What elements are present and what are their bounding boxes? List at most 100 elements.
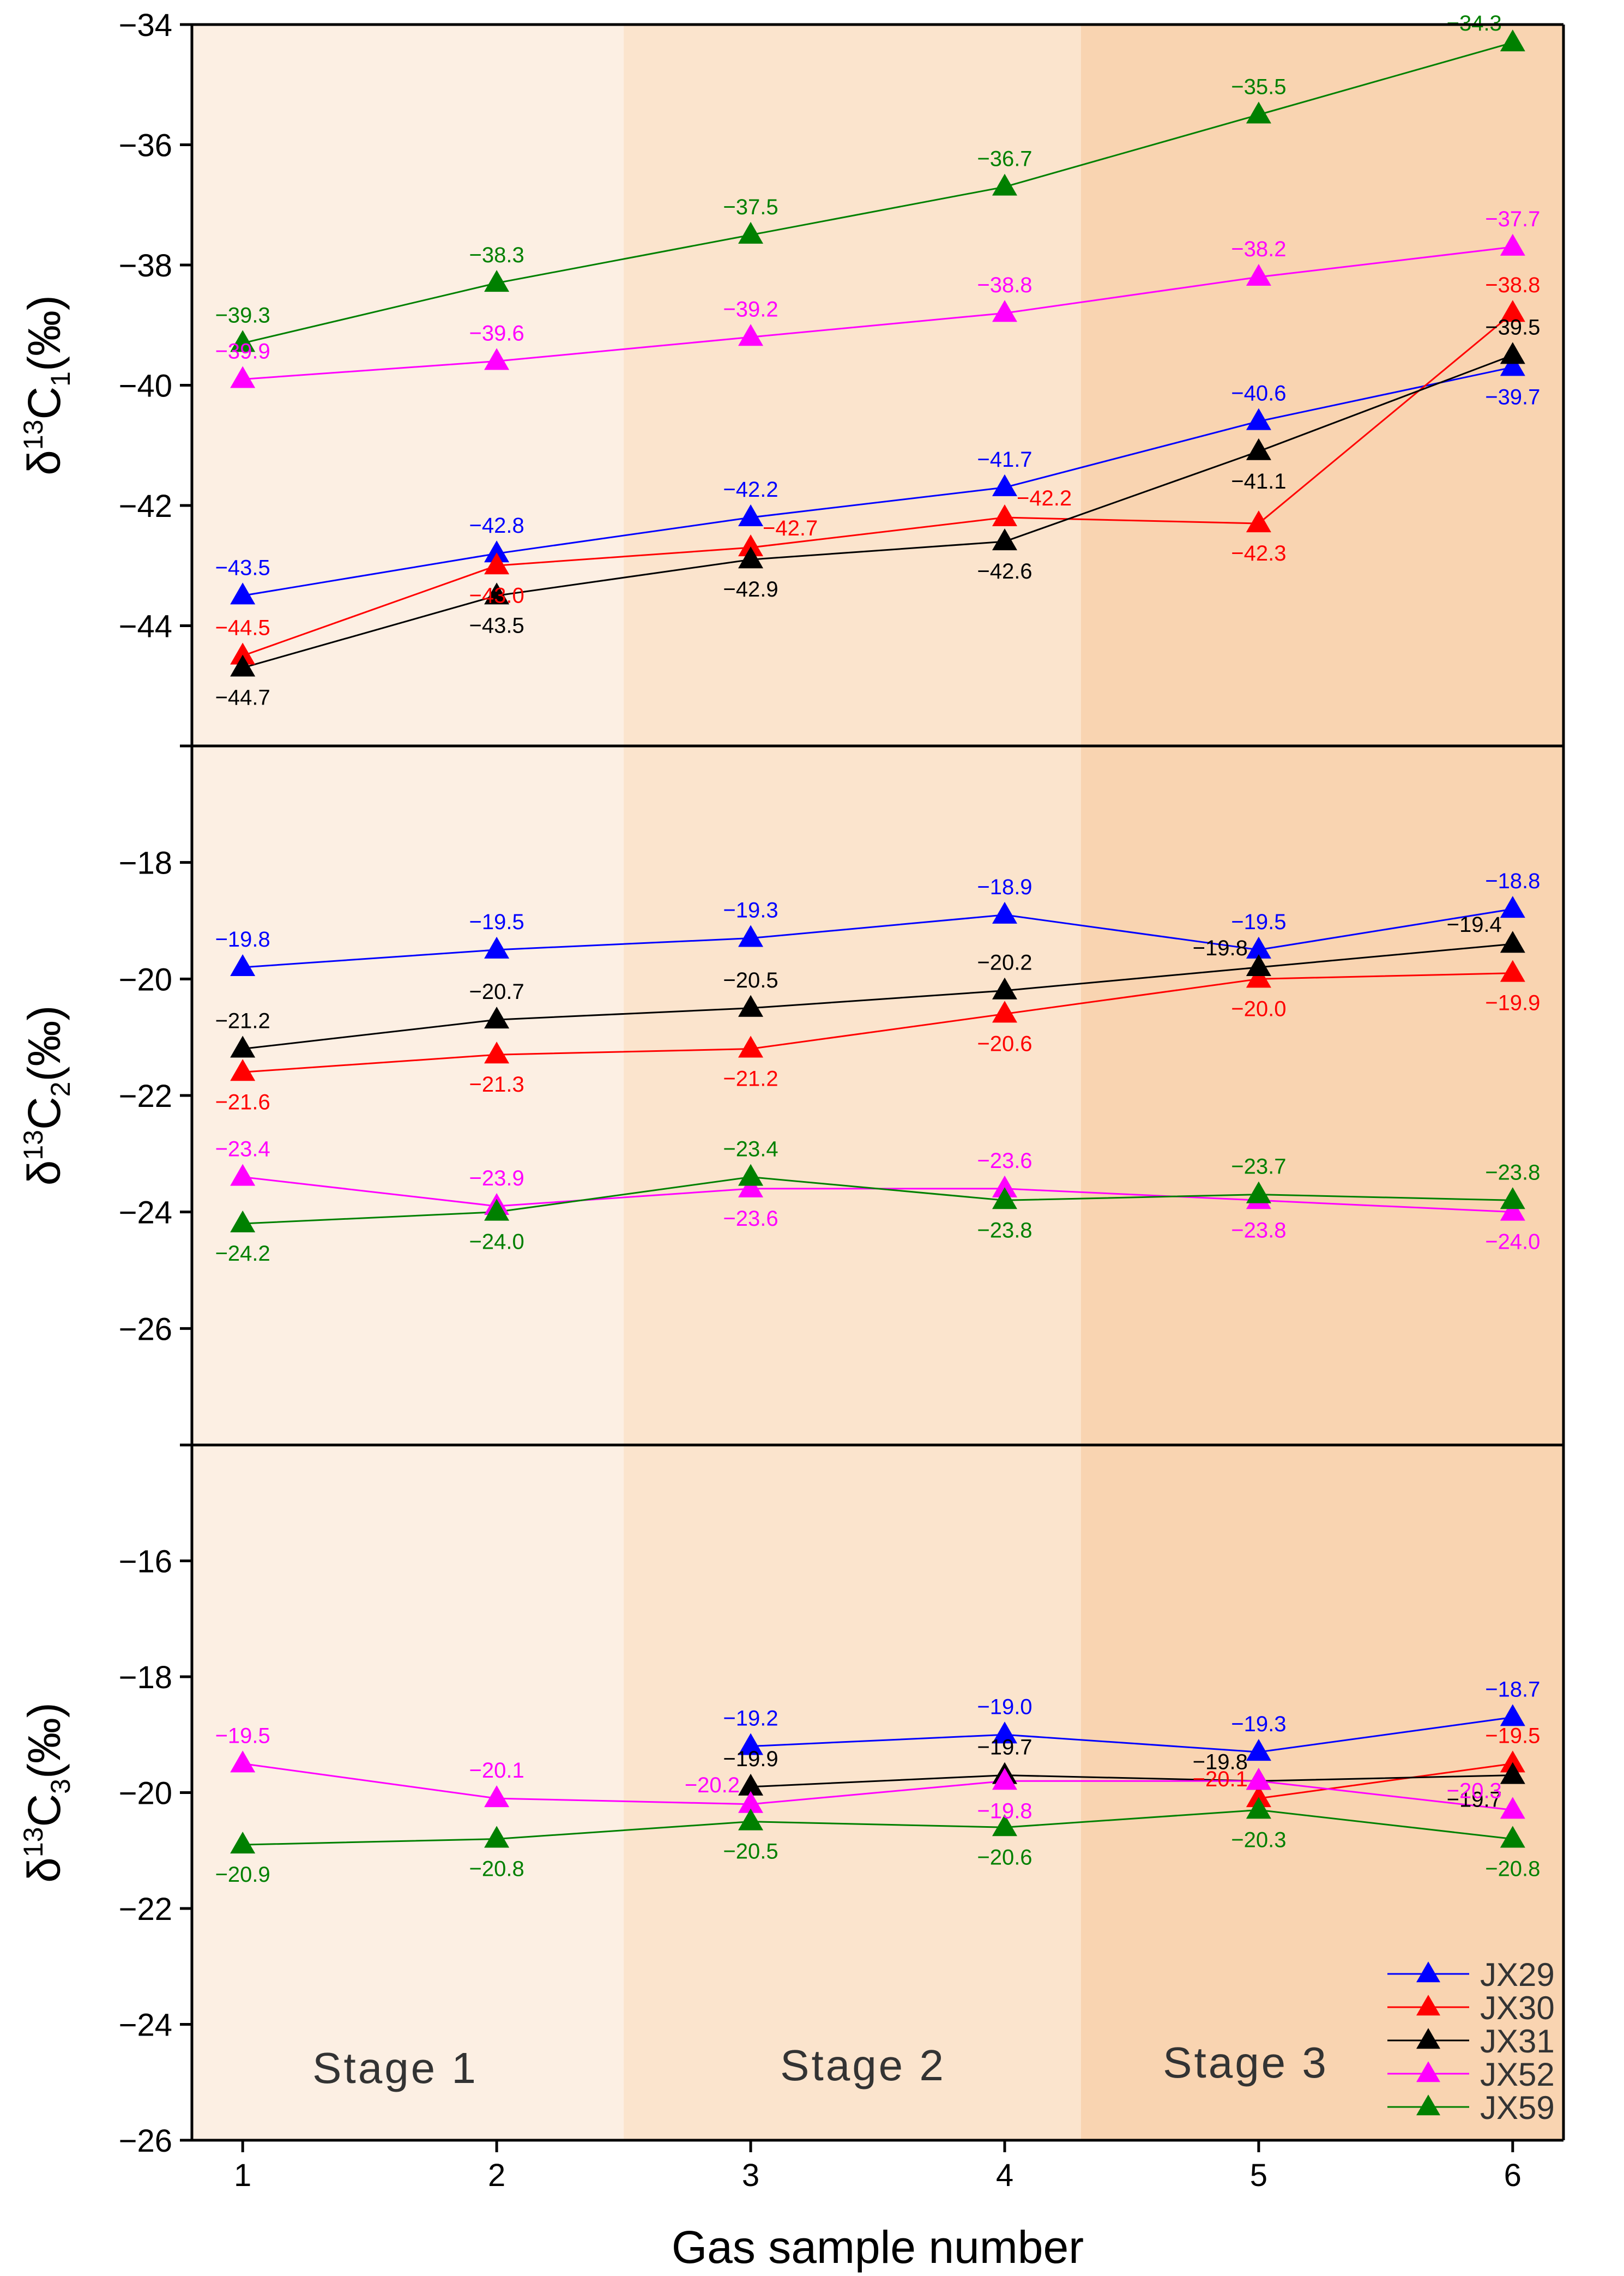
data-label-jx29-panel-3-x6: −18.7 — [1485, 1677, 1540, 1701]
data-label-jx52-panel-1-x3: −39.2 — [723, 297, 778, 321]
data-label-jx30-panel-1-x2: −43.0 — [469, 583, 524, 607]
marker-jx52-panel-3-x4 — [992, 1768, 1017, 1790]
marker-jx30-panel-1-x2 — [484, 552, 510, 575]
marker-jx52-panel-2-x3 — [738, 1175, 764, 1197]
x-tick-label: 2 — [488, 2158, 505, 2193]
data-label-jx31-panel-3-x5: −19.8 — [1193, 1750, 1248, 1774]
legend-label-jx52: JX52 — [1480, 2056, 1555, 2093]
legend-label-jx59: JX59 — [1480, 2090, 1555, 2126]
data-labels: −43.5 −42.8 −42.2 −41.7 −40.6 −39.7 −44.5 −43.0… — [215, 11, 1541, 1887]
stage-labels: Stage 1 Stage 2 Stage 3 — [312, 2038, 1329, 2092]
data-label-jx31-panel-1-x1: −44.7 — [215, 686, 270, 710]
data-label-jx31-panel-2-x2: −20.7 — [469, 980, 524, 1004]
data-label-jx30-panel-2-x4: −20.6 — [977, 1032, 1032, 1056]
x-tick-label: 6 — [1504, 2158, 1522, 2193]
data-label-jx31-panel-1-x4: −42.6 — [977, 559, 1032, 583]
data-label-jx31-panel-3-x6: −19.7 — [1447, 1788, 1502, 1812]
data-label-jx59-panel-1-x5: −35.5 — [1231, 75, 1286, 99]
y-tick-label-panel-3: −20 — [119, 1776, 172, 1811]
legend-marker-jx59 — [1416, 2094, 1440, 2116]
legend-label-jx31: JX31 — [1480, 2023, 1555, 2060]
line-jx30-panel-1 — [242, 312, 1513, 657]
data-label-jx30-panel-2-x6: −19.9 — [1485, 991, 1540, 1015]
marker-jx30-panel-3-x6 — [1500, 1750, 1525, 1773]
data-label-jx52-panel-2-x2: −23.9 — [469, 1166, 524, 1190]
x-tick-label: 3 — [742, 2158, 759, 2193]
data-label-jx59-panel-2-x4: −23.8 — [977, 1218, 1032, 1242]
data-label-jx29-panel-3-x5: −19.3 — [1231, 1712, 1286, 1736]
data-label-jx31-panel-3-x4: −19.7 — [977, 1736, 1032, 1760]
stage-label-3: Stage 3 — [1163, 2038, 1329, 2087]
marker-jx31-panel-1-x6 — [1500, 342, 1525, 364]
marker-jx30-panel-1-x1 — [230, 642, 256, 665]
marker-jx31-panel-1-x5 — [1246, 438, 1271, 460]
data-label-jx31-panel-1-x3: −42.9 — [723, 577, 778, 601]
data-label-jx59-panel-1-x4: −36.7 — [977, 147, 1032, 171]
stage-backgrounds — [192, 25, 1563, 2140]
data-label-jx52-panel-2-x1: −23.4 — [215, 1137, 270, 1161]
data-label-jx31-panel-3-x3: −19.9 — [723, 1747, 778, 1771]
data-label-jx59-panel-2-x1: −24.2 — [215, 1242, 270, 1266]
marker-jx59-panel-1-x1 — [230, 330, 256, 352]
marker-jx31-panel-3-x6 — [1500, 1762, 1525, 1784]
marker-jx59-panel-1-x4 — [992, 173, 1017, 196]
y-tick-label-panel-2: −22 — [119, 1079, 172, 1114]
data-label-jx52-panel-1-x5: −38.2 — [1231, 237, 1286, 261]
marker-jx52-panel-2-x1 — [230, 1164, 256, 1186]
marker-jx29-panel-1-x2 — [484, 540, 510, 563]
marker-jx52-panel-1-x4 — [992, 300, 1017, 322]
data-label-jx31-panel-1-x5: −41.1 — [1231, 469, 1286, 493]
marker-jx52-panel-3-x3 — [738, 1791, 764, 1813]
y-tick-label-panel-1: −38 — [119, 248, 172, 284]
marker-jx29-panel-2-x4 — [992, 901, 1017, 924]
legend-marker-jx31 — [1416, 2028, 1440, 2049]
marker-jx30-panel-2-x1 — [230, 1059, 256, 1081]
marker-jx29-panel-3-x6 — [1500, 1704, 1525, 1726]
line-jx59-panel-1 — [242, 41, 1513, 344]
legend-marker-jx30 — [1416, 1995, 1440, 2016]
data-label-jx29-panel-3-x4: −19.0 — [977, 1695, 1032, 1719]
marker-jx59-panel-1-x3 — [738, 221, 764, 244]
data-label-jx59-panel-3-x6: −20.8 — [1485, 1857, 1540, 1881]
data-label-jx30-panel-1-x3: −42.7 — [763, 516, 818, 540]
marker-jx52-panel-3-x2 — [484, 1785, 510, 1808]
marker-jx30-panel-2-x5 — [1246, 966, 1271, 988]
line-jx31-panel-3 — [750, 1774, 1513, 1788]
y-tick-label-panel-3: −18 — [119, 1660, 172, 1695]
line-jx29-panel-1 — [242, 366, 1513, 597]
marker-jx31-panel-1-x3 — [738, 546, 764, 569]
data-label-jx52-panel-1-x1: −39.9 — [215, 339, 270, 363]
line-jx59-panel-3 — [243, 1809, 1513, 1846]
data-label-jx59-panel-2-x5: −23.7 — [1231, 1155, 1286, 1179]
marker-jx29-panel-1-x1 — [230, 582, 256, 605]
marker-jx59-panel-2-x2 — [484, 1199, 510, 1221]
marker-jx59-panel-3-x6 — [1500, 1826, 1525, 1848]
data-label-jx31-panel-2-x3: −20.5 — [723, 968, 778, 992]
series-lines — [242, 41, 1513, 1846]
marker-jx52-panel-3-x5 — [1246, 1768, 1271, 1790]
marker-jx30-panel-1-x4 — [992, 504, 1017, 527]
y-tick-label-panel-3: −16 — [119, 1544, 172, 1580]
marker-jx29-panel-1-x3 — [738, 504, 764, 527]
data-label-jx59-panel-1-x1: −39.3 — [215, 303, 270, 327]
y-tick-label-panel-2: −24 — [119, 1195, 172, 1231]
marker-jx29-panel-1-x5 — [1246, 408, 1271, 430]
marker-jx52-panel-2-x4 — [992, 1175, 1017, 1197]
marker-jx30-panel-1-x3 — [738, 534, 764, 557]
marker-jx59-panel-2-x3 — [738, 1164, 764, 1186]
data-label-jx52-panel-3-x6: −20.3 — [1447, 1779, 1502, 1803]
marker-jx29-panel-2-x6 — [1500, 896, 1525, 918]
data-label-jx30-panel-1-x6: −38.8 — [1485, 273, 1540, 297]
marker-jx31-panel-3-x3 — [738, 1773, 764, 1796]
marker-jx59-panel-2-x1 — [230, 1211, 256, 1233]
series-markers — [230, 29, 1525, 1854]
marker-jx52-panel-3-x1 — [230, 1750, 256, 1773]
data-label-jx52-panel-3-x4: −19.8 — [977, 1799, 1032, 1823]
line-jx30-panel-2 — [243, 972, 1513, 1073]
stage-label-1: Stage 1 — [312, 2044, 478, 2092]
marker-jx31-panel-2-x2 — [484, 1007, 510, 1029]
y-tick-label-panel-2: −20 — [119, 962, 172, 997]
y-tick-label-panel-2: −18 — [119, 846, 172, 881]
y-tick-label-panel-1: −44 — [119, 609, 172, 645]
data-label-jx59-panel-3-x3: −20.5 — [723, 1840, 778, 1864]
